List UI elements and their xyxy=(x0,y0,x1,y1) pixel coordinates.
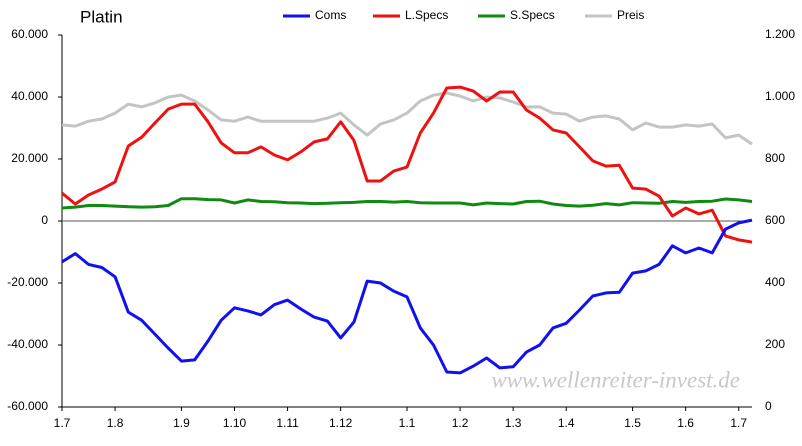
x-tick-label: 1.10 xyxy=(223,416,247,430)
y-tick-label: -20.000 xyxy=(7,275,48,289)
watermark: www.wellenreiter-invest.de xyxy=(491,367,740,392)
x-tick-label: 1.6 xyxy=(677,416,694,430)
y2-tick-label: 200 xyxy=(765,337,785,351)
y2-tick-label: 1.200 xyxy=(765,27,795,41)
x-tick-label: 1.7 xyxy=(54,416,71,430)
legend-label: Preis xyxy=(617,8,644,22)
y-tick-label: -60.000 xyxy=(7,399,48,413)
y-tick-label: 60.000 xyxy=(11,27,48,41)
legend-label: Coms xyxy=(315,8,346,22)
x-tick-label: 1.11 xyxy=(276,416,299,430)
y-tick-label: -40.000 xyxy=(7,337,48,351)
x-tick-label: 1.12 xyxy=(329,416,353,430)
series-line xyxy=(61,85,753,244)
y2-tick-label: 0 xyxy=(765,399,772,413)
x-tick-label: 1.8 xyxy=(107,416,124,430)
chart-title: Platin xyxy=(80,7,123,26)
legend-label: S.Specs xyxy=(510,8,555,22)
y2-tick-label: 1.000 xyxy=(765,89,795,103)
x-tick-label: 1.9 xyxy=(173,416,190,430)
y-tick-label: 20.000 xyxy=(11,151,48,165)
series-line xyxy=(61,197,753,210)
series-line xyxy=(61,91,753,146)
x-tick-label: 1.3 xyxy=(505,416,522,430)
x-tick-label: 1.5 xyxy=(624,416,641,430)
x-tick-label: 1.2 xyxy=(452,416,469,430)
legend-label: L.Specs xyxy=(405,8,448,22)
x-tick-label: 1.7 xyxy=(730,416,747,430)
y2-tick-label: 800 xyxy=(765,151,785,165)
y-tick-label: 0 xyxy=(41,213,48,227)
y-tick-label: 40.000 xyxy=(11,89,48,103)
x-tick-label: 1.1 xyxy=(399,416,416,430)
y2-tick-label: 400 xyxy=(765,275,785,289)
series-line xyxy=(61,218,753,375)
x-tick-label: 1.4 xyxy=(558,416,575,430)
y2-tick-label: 600 xyxy=(765,213,785,227)
